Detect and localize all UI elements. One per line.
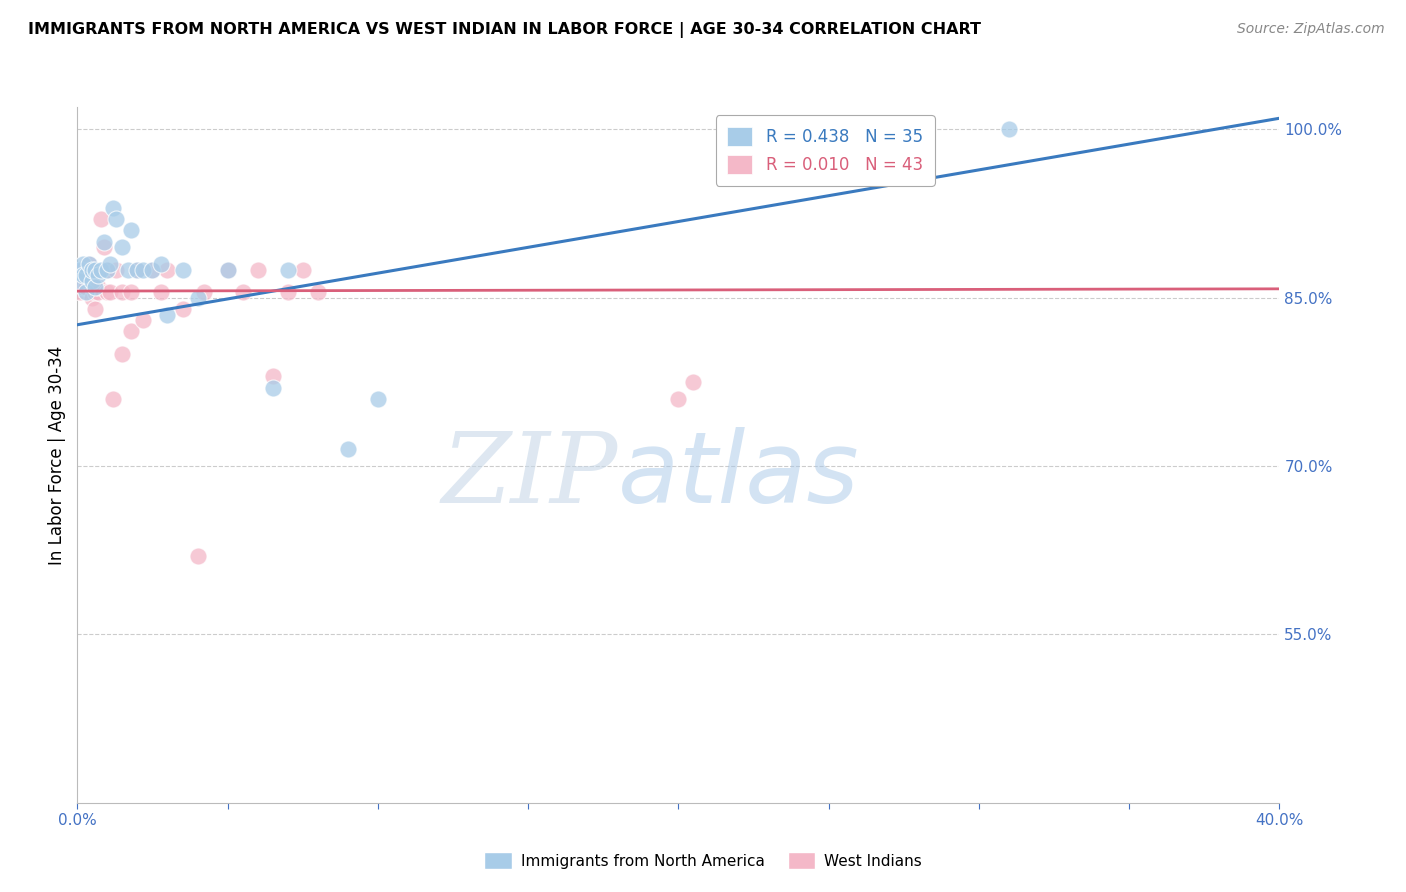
Point [84, 262, 107, 277]
Point [87, 279, 110, 293]
Point [69, 262, 91, 277]
Point [291, 262, 314, 277]
Point [120, 325, 142, 339]
Legend: R = 0.438   N = 35, R = 0.010   N = 43: R = 0.438 N = 35, R = 0.010 N = 43 [716, 115, 935, 186]
Point [998, 122, 1021, 136]
Point [908, 122, 931, 136]
Point [193, 285, 215, 300]
Point [90, 212, 112, 227]
Point [75, 262, 97, 277]
Point [69, 274, 91, 288]
Point [100, 257, 122, 271]
Point [156, 262, 179, 277]
Point [75, 285, 97, 300]
Point [103, 392, 125, 406]
Point [87, 285, 110, 300]
Point [96, 262, 118, 277]
Point [150, 257, 173, 271]
Point [120, 285, 142, 300]
Point [69, 262, 91, 277]
Point [668, 392, 690, 406]
Point [117, 262, 139, 277]
Point [100, 285, 122, 300]
Legend: Immigrants from North America, West Indians: Immigrants from North America, West Indi… [478, 846, 928, 875]
Point [277, 285, 299, 300]
Text: ZIP: ZIP [441, 428, 619, 524]
Point [72, 257, 94, 271]
Point [87, 268, 110, 283]
Point [111, 240, 134, 254]
Text: atlas: atlas [619, 427, 860, 524]
Point [90, 262, 112, 277]
Point [82, 291, 104, 305]
Point [187, 549, 209, 563]
Point [156, 308, 179, 322]
Point [96, 262, 118, 277]
Point [172, 262, 194, 277]
Point [127, 262, 149, 277]
Point [79, 257, 101, 271]
Text: Source: ZipAtlas.com: Source: ZipAtlas.com [1237, 22, 1385, 37]
Point [103, 201, 125, 215]
Point [79, 257, 101, 271]
Point [111, 285, 134, 300]
Point [75, 279, 97, 293]
Point [127, 262, 149, 277]
Point [336, 442, 359, 457]
Point [132, 313, 155, 327]
Point [72, 262, 94, 277]
Point [262, 381, 284, 395]
Point [93, 240, 115, 254]
Y-axis label: In Labor Force | Age 30-34: In Labor Force | Age 30-34 [48, 345, 66, 565]
Point [262, 369, 284, 384]
Point [246, 262, 269, 277]
Point [150, 285, 173, 300]
Point [105, 212, 128, 227]
Point [82, 274, 104, 288]
Point [84, 279, 107, 293]
Point [75, 268, 97, 283]
Point [72, 279, 94, 293]
Point [367, 392, 389, 406]
Point [105, 262, 128, 277]
Text: IMMIGRANTS FROM NORTH AMERICA VS WEST INDIAN IN LABOR FORCE | AGE 30-34 CORRELAT: IMMIGRANTS FROM NORTH AMERICA VS WEST IN… [28, 22, 981, 38]
Point [277, 262, 299, 277]
Point [79, 262, 101, 277]
Point [93, 235, 115, 249]
Point [96, 285, 118, 300]
Point [84, 285, 107, 300]
Point [82, 262, 104, 277]
Point [217, 262, 239, 277]
Point [132, 262, 155, 277]
Point [72, 268, 94, 283]
Point [120, 223, 142, 237]
Point [111, 347, 134, 361]
Point [187, 291, 209, 305]
Point [141, 262, 163, 277]
Point [141, 262, 163, 277]
Point [172, 301, 194, 316]
Point [82, 279, 104, 293]
Point [217, 262, 239, 277]
Point [232, 285, 254, 300]
Point [84, 301, 107, 316]
Point [682, 375, 704, 389]
Point [307, 285, 329, 300]
Point [82, 262, 104, 277]
Point [69, 285, 91, 300]
